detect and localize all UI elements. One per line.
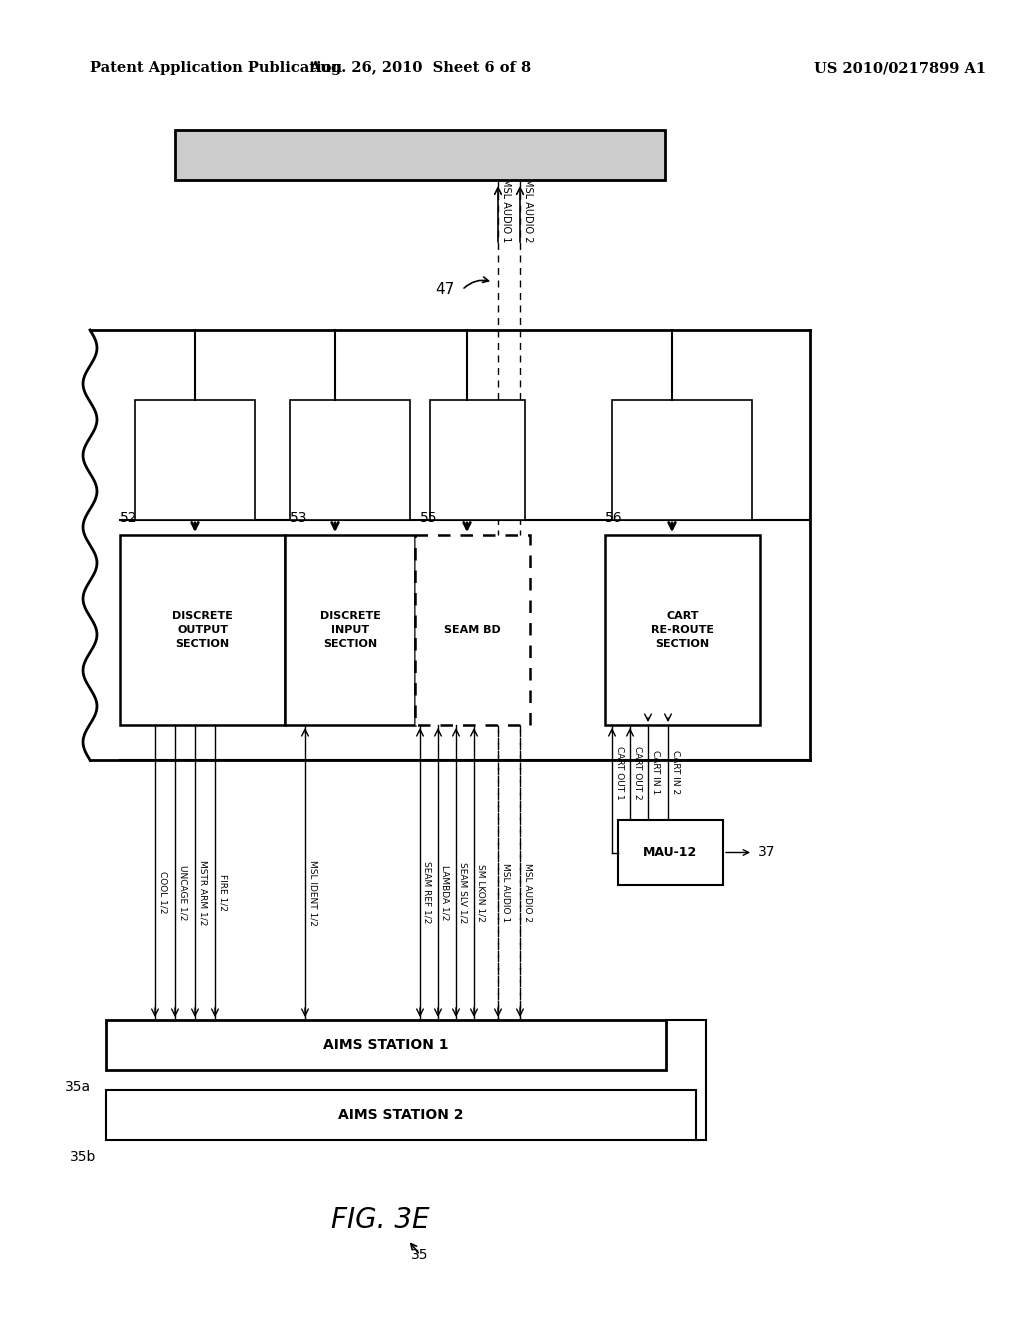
Text: FIRE 1/2: FIRE 1/2 xyxy=(218,874,227,911)
Text: CART IN 1: CART IN 1 xyxy=(651,750,660,795)
Bar xyxy=(135,400,255,520)
Bar xyxy=(430,400,525,520)
Text: SEAM SLV 1/2: SEAM SLV 1/2 xyxy=(459,862,468,923)
Text: DISCRETE
INPUT
SECTION: DISCRETE INPUT SECTION xyxy=(319,611,381,649)
Bar xyxy=(290,400,410,520)
Text: Aug. 26, 2010  Sheet 6 of 8: Aug. 26, 2010 Sheet 6 of 8 xyxy=(309,61,531,75)
Text: SM LKON 1/2: SM LKON 1/2 xyxy=(477,863,486,921)
Text: MSTR ARM 1/2: MSTR ARM 1/2 xyxy=(198,859,207,925)
Text: 56: 56 xyxy=(605,511,623,525)
Bar xyxy=(106,1020,666,1071)
Text: 37: 37 xyxy=(758,846,775,859)
Bar xyxy=(618,820,723,884)
Text: 35: 35 xyxy=(412,1247,429,1262)
Bar xyxy=(415,535,530,725)
Bar xyxy=(120,535,285,725)
Text: COOL 1/2: COOL 1/2 xyxy=(158,871,167,913)
Text: UNCAGE 1/2: UNCAGE 1/2 xyxy=(178,865,187,920)
Text: DISCRETE
OUTPUT
SECTION: DISCRETE OUTPUT SECTION xyxy=(172,611,232,649)
Text: MSL IDENT 1/2: MSL IDENT 1/2 xyxy=(308,859,317,925)
Text: AIMS STATION 2: AIMS STATION 2 xyxy=(338,1107,464,1122)
Text: SEAM BD: SEAM BD xyxy=(444,624,501,635)
Text: CART IN 2: CART IN 2 xyxy=(671,751,680,795)
Text: CART OUT 2: CART OUT 2 xyxy=(633,746,642,800)
Text: MSL AUDIO 2: MSL AUDIO 2 xyxy=(523,863,532,921)
Text: US 2010/0217899 A1: US 2010/0217899 A1 xyxy=(814,61,986,75)
Text: 35b: 35b xyxy=(70,1150,96,1164)
Text: Patent Application Publication: Patent Application Publication xyxy=(90,61,342,75)
Bar xyxy=(106,1090,696,1140)
Text: MSL AUDIO 1: MSL AUDIO 1 xyxy=(501,178,511,242)
Text: AIMS STATION 1: AIMS STATION 1 xyxy=(324,1038,449,1052)
Text: 35a: 35a xyxy=(65,1080,91,1094)
Text: FIG. 3E: FIG. 3E xyxy=(331,1206,429,1234)
Text: 47: 47 xyxy=(435,282,455,297)
Text: LAMBDA 1/2: LAMBDA 1/2 xyxy=(441,865,450,920)
Bar xyxy=(605,535,760,725)
Text: 53: 53 xyxy=(290,511,307,525)
Text: MAU-12: MAU-12 xyxy=(643,846,697,859)
Text: MSL AUDIO 1: MSL AUDIO 1 xyxy=(501,863,510,923)
Bar xyxy=(285,535,415,725)
Text: CART OUT 1: CART OUT 1 xyxy=(615,746,624,800)
Text: 52: 52 xyxy=(120,511,137,525)
Bar xyxy=(612,400,752,520)
Text: SEAM REF 1/2: SEAM REF 1/2 xyxy=(423,862,432,924)
Text: MSL AUDIO 2: MSL AUDIO 2 xyxy=(523,178,534,243)
Text: 55: 55 xyxy=(420,511,437,525)
Text: CART
RE-ROUTE
SECTION: CART RE-ROUTE SECTION xyxy=(651,611,714,649)
Bar xyxy=(175,129,665,180)
